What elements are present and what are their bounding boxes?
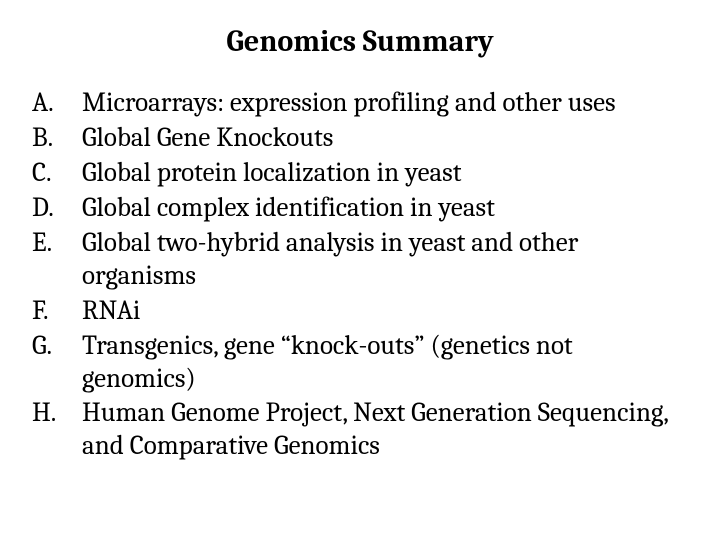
list-item: F. RNAi — [28, 295, 692, 328]
list-item: H. Human Genome Project, Next Generation… — [28, 397, 692, 463]
list-item: B. Global Gene Knockouts — [28, 122, 692, 155]
list-item-text: Microarrays: expression profiling and ot… — [82, 87, 692, 120]
list-marker: E. — [28, 227, 82, 260]
list-marker: D. — [28, 192, 82, 225]
list-item: A. Microarrays: expression profiling and… — [28, 87, 692, 120]
list-item: G. Transgenics, gene “knock-outs” (genet… — [28, 330, 692, 396]
list-marker: A. — [28, 87, 82, 120]
list-marker: B. — [28, 122, 82, 155]
list-item-text: Global Gene Knockouts — [82, 122, 692, 155]
list-item-text: Global complex identification in yeast — [82, 192, 692, 225]
list-item: D. Global complex identification in yeas… — [28, 192, 692, 225]
list-item-text: Transgenics, gene “knock-outs” (genetics… — [82, 330, 692, 396]
summary-list: A. Microarrays: expression profiling and… — [28, 87, 692, 463]
list-marker: F. — [28, 295, 82, 328]
list-item: C. Global protein localization in yeast — [28, 157, 692, 190]
list-item-text: Global two-hybrid analysis in yeast and … — [82, 227, 692, 293]
list-item-text: Human Genome Project, Next Generation Se… — [82, 397, 692, 463]
list-marker: G. — [28, 330, 82, 363]
list-marker: C. — [28, 157, 82, 190]
page-title: Genomics Summary — [28, 24, 692, 59]
list-item-text: Global protein localization in yeast — [82, 157, 692, 190]
list-item-text: RNAi — [82, 295, 692, 328]
list-marker: H. — [28, 397, 82, 430]
list-item: E. Global two-hybrid analysis in yeast a… — [28, 227, 692, 293]
